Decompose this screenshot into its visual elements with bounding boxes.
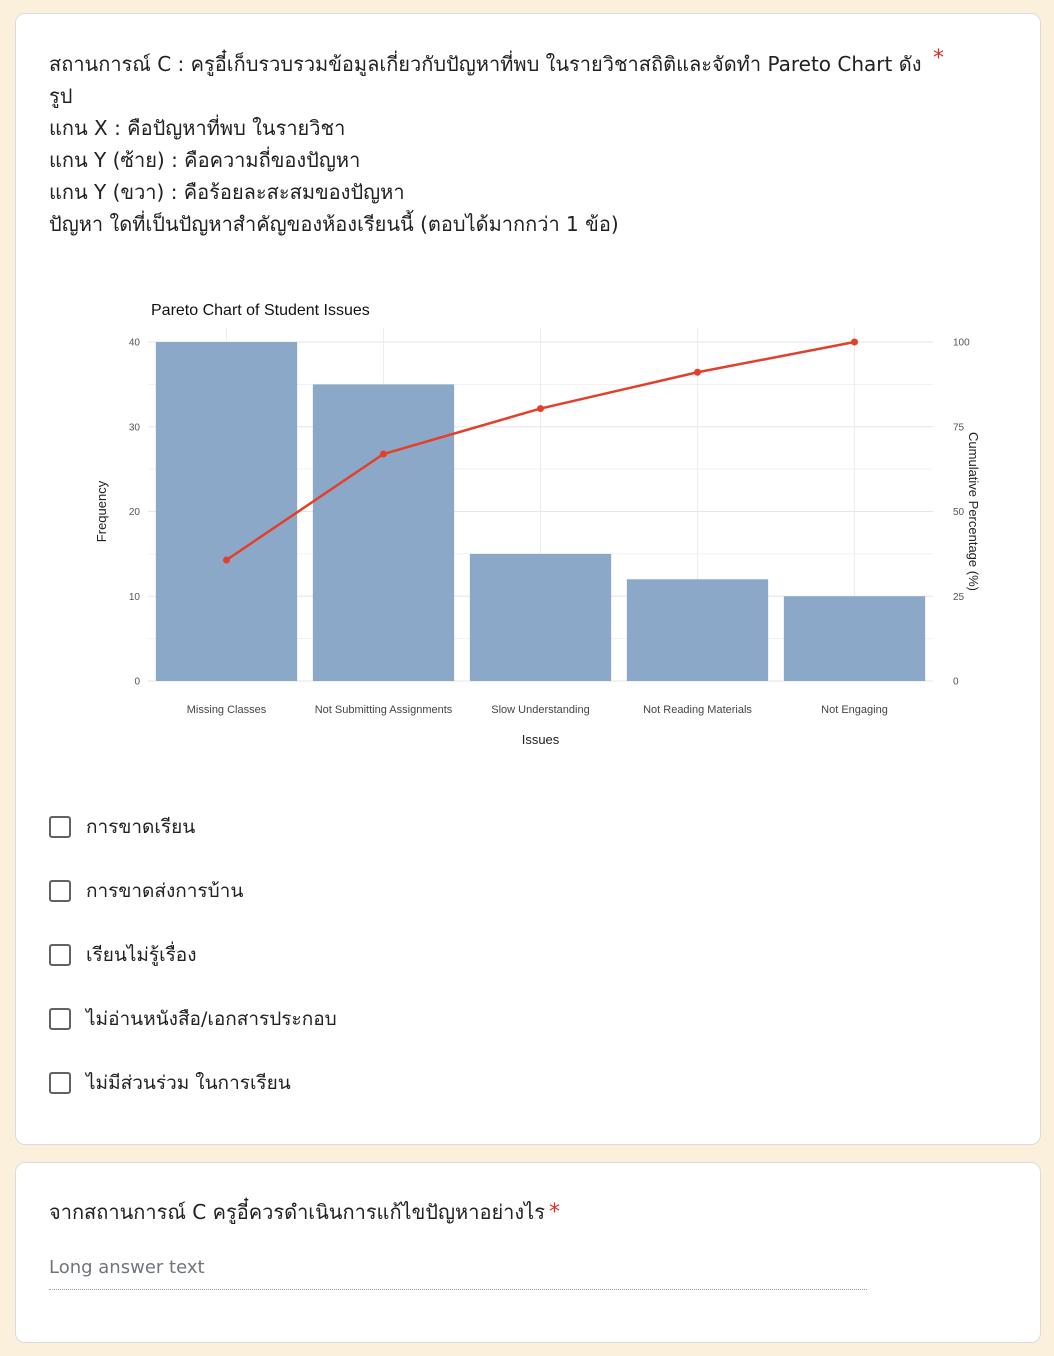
question-2-title: จากสถานการณ์ C ครูอี๋ควรดำเนินการแก้ไขปั… [49, 1197, 560, 1228]
question-2-text: จากสถานการณ์ C ครูอี๋ควรดำเนินการแก้ไขปั… [49, 1200, 545, 1224]
bar [469, 553, 612, 681]
option-label: การขาดส่งการบ้าน [86, 880, 244, 902]
y2-axis-title: Cumulative Percentage (%) [966, 432, 981, 591]
bar [155, 342, 298, 681]
x-axis-title: Issues [522, 732, 560, 747]
question-1-text: สถานการณ์ C : ครูอี๋เก็บรวบรวมข้อมูลเกี่… [49, 52, 922, 236]
x-tick-label: Not Reading Materials [643, 704, 752, 716]
long-answer-field[interactable] [49, 1253, 867, 1290]
required-asterisk: * [548, 1200, 560, 1225]
y2-tick-label: 100 [953, 338, 970, 349]
x-tick-label: Missing Classes [187, 704, 267, 716]
question-card-2: จากสถานการณ์ C ครูอี๋ควรดำเนินการแก้ไขปั… [15, 1162, 1041, 1343]
option-slow-understanding[interactable]: เรียนไม่รู้เรื่อง [49, 940, 197, 970]
option-label: เรียนไม่รู้เรื่อง [86, 944, 197, 966]
option-label: ไม่มีส่วนร่วม ในการเรียน [86, 1072, 291, 1094]
cumulative-point [694, 368, 701, 376]
chart-title: Pareto Chart of Student Issues [151, 302, 370, 319]
y2-tick-label: 75 [953, 422, 965, 433]
y-tick-label: 40 [129, 338, 141, 349]
y2-tick-label: 0 [953, 677, 959, 688]
pareto-chart: 0 10 20 30 40 0 25 50 75 100 Missing Classes Not Su… [94, 302, 981, 747]
option-missing-classes[interactable]: การขาดเรียน [49, 812, 195, 842]
option-not-engaging[interactable]: ไม่มีส่วนร่วม ในการเรียน [49, 1068, 291, 1098]
y-tick-label: 10 [129, 592, 141, 603]
bar [312, 384, 455, 681]
option-not-submitting-homework[interactable]: การขาดส่งการบ้าน [49, 876, 243, 906]
checkbox[interactable] [49, 880, 71, 902]
checkbox[interactable] [49, 816, 71, 838]
option-not-reading[interactable]: ไม่อ่านหนังสือ/เอกสารประกอบ [49, 1004, 337, 1034]
option-label: การขาดเรียน [86, 816, 196, 838]
bar [783, 596, 926, 681]
cumulative-point [223, 556, 230, 564]
question-card-1: สถานการณ์ C : ครูอี๋เก็บรวบรวมข้อมูลเกี่… [15, 13, 1041, 1145]
checkbox[interactable] [49, 1072, 71, 1094]
y-tick-label: 30 [129, 422, 141, 433]
y2-tick-label: 50 [953, 507, 965, 518]
required-asterisk: * [933, 46, 944, 71]
option-label: ไม่อ่านหนังสือ/เอกสารประกอบ [86, 1008, 337, 1030]
y-tick-label: 20 [129, 507, 141, 518]
y-tick-label: 0 [134, 677, 140, 688]
cumulative-point [380, 450, 387, 458]
y-axis-title: Frequency [94, 480, 109, 542]
x-tick-label: Slow Understanding [491, 704, 589, 716]
y2-tick-label: 25 [953, 592, 965, 603]
checkbox[interactable] [49, 1008, 71, 1030]
cumulative-point [851, 338, 858, 346]
x-tick-label: Not Submitting Assignments [315, 704, 453, 716]
long-answer-input[interactable] [49, 1253, 867, 1282]
bar [626, 579, 769, 681]
checkbox[interactable] [49, 944, 71, 966]
x-tick-label: Not Engaging [821, 704, 888, 716]
cumulative-point [537, 405, 544, 413]
